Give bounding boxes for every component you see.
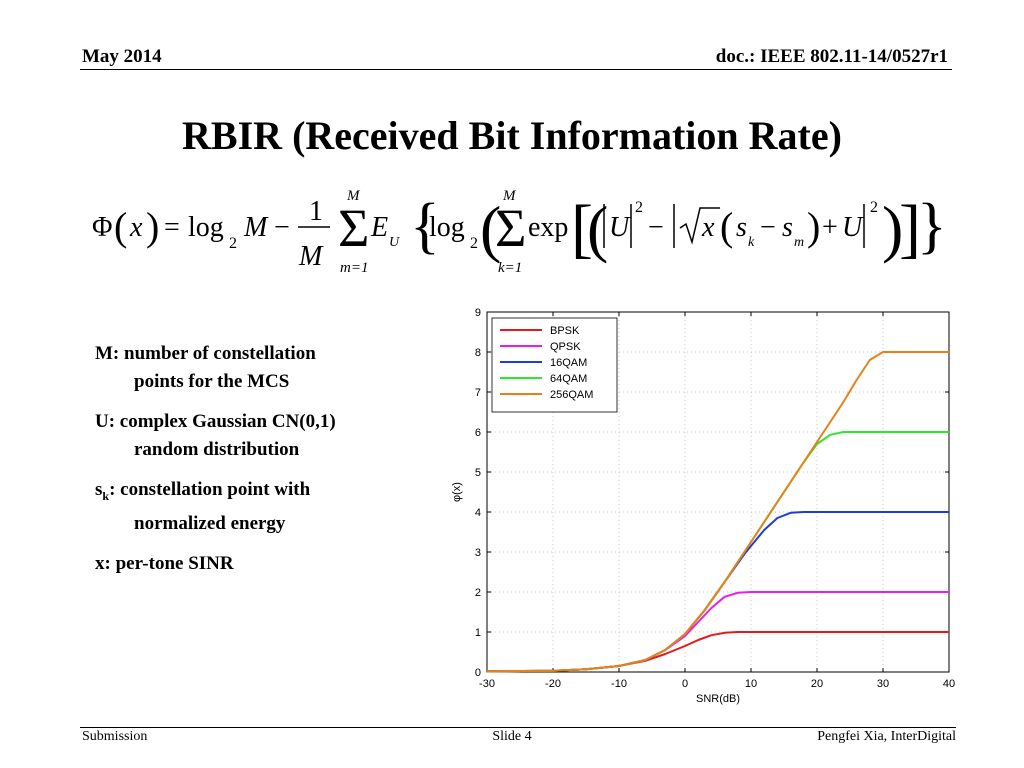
y-axis-label: φ(x) (451, 482, 463, 502)
formula-sq1: 2 (635, 199, 643, 216)
formula-rparen: ) (146, 204, 159, 249)
x-tick-label: 0 (682, 678, 688, 690)
legend-label-64qam: 64QAM (550, 373, 587, 385)
x-tick-label: 20 (811, 678, 823, 690)
definition-sk-cont: normalized energy (134, 512, 286, 534)
definition-sk-post: : constellation point with (109, 479, 311, 500)
x-axis-label: SNR(dB) (696, 693, 740, 705)
formula-eq: = (164, 212, 180, 243)
y-tick-label: 2 (475, 587, 481, 599)
definition-u-cont: random distribution (134, 439, 300, 460)
formula-x2: x (701, 212, 715, 243)
formula-rbracket: ] (899, 192, 921, 265)
footer-slide-number: Slide 4 (492, 729, 532, 744)
formula-lbrace: { (410, 192, 440, 260)
formula-sigma2-upper: M (502, 188, 517, 204)
header-divider (80, 69, 952, 70)
x-tick-label: -10 (611, 678, 627, 690)
x-tick-label: 40 (943, 678, 955, 690)
formula-lbracket: [ (571, 192, 593, 265)
formula-sqrt (679, 207, 720, 245)
x-tick-label: -20 (545, 678, 561, 690)
definition-x-main: x: per-tone SINR (95, 552, 234, 574)
definition-u-main: U: complex Gaussian CN(0,1) (95, 411, 336, 432)
formula-lparen3: ( (587, 193, 608, 264)
y-tick-label: 3 (475, 547, 481, 559)
legend-label-bpsk: BPSK (550, 325, 580, 337)
x-tick-label: 10 (745, 678, 757, 690)
formula-lparen4: ( (720, 204, 733, 249)
definitions-list: M: number of constellation points for th… (95, 340, 435, 590)
legend-label-qpsk: QPSK (550, 341, 581, 353)
footer-divider (80, 727, 956, 728)
formula-s1-sub: k (748, 235, 755, 250)
formula-frac-den: M (298, 241, 324, 272)
formula-M1: M (243, 212, 269, 243)
formula-exp: exp (528, 212, 568, 243)
header-date: May 2014 (82, 46, 162, 67)
slide-title: RBIR (Received Bit Information Rate) (182, 113, 842, 158)
formula-s1: s (736, 212, 747, 243)
formula-sigma2: Σ (495, 198, 526, 258)
definition-x: x: per-tone SINR (95, 550, 435, 578)
formula-s2-sub: m (794, 235, 804, 250)
formula-x: x (129, 212, 143, 243)
formula-sq2: 2 (870, 199, 878, 216)
y-tick-label: 1 (475, 627, 481, 639)
definition-sk: sk: constellation point with normalized … (95, 476, 435, 538)
formula-E: E (370, 212, 388, 243)
definition-m-main: M: number of constellation (95, 343, 316, 364)
definition-m: M: number of constellation points for th… (95, 340, 435, 396)
rbir-chart: -30 -20 -10 0 10 20 30 40 0 1 2 3 4 5 6 7 8 9 SNR(dB) φ(x) B… (451, 307, 955, 705)
rbir-formula: Φ ( x ) = log 2 M − 1 M Σ M m=1 E U { lo… (92, 188, 942, 276)
footer-submission: Submission (82, 729, 148, 744)
formula-E-sub: U (389, 235, 400, 250)
y-tick-label: 7 (475, 387, 481, 399)
formula-minus3: − (760, 212, 776, 243)
formula-log1: log (188, 212, 224, 243)
formula-log2: log (429, 212, 465, 243)
formula-U1: U (609, 212, 631, 243)
series-line-256qam (486, 351, 949, 673)
legend-box (491, 317, 618, 413)
formula-base1: 2 (229, 235, 237, 252)
formula-base2: 2 (470, 235, 478, 252)
y-tick-label: 5 (475, 467, 481, 479)
y-tick-label: 9 (475, 307, 481, 319)
definition-sk-pre: s (95, 479, 103, 500)
formula-s2: s (782, 212, 793, 243)
legend-label-256qam: 256QAM (550, 389, 593, 401)
formula-sigma2-lower: k=1 (498, 260, 522, 276)
formula-phi: Φ (92, 212, 112, 243)
formula-lparen: ( (114, 204, 127, 249)
x-tick-label: 30 (877, 678, 889, 690)
plot-frame (486, 311, 950, 673)
y-tick-label: 6 (475, 427, 481, 439)
formula-minus1: − (274, 212, 290, 243)
y-tick-label: 4 (475, 507, 481, 519)
y-tick-label: 0 (475, 667, 481, 679)
formula-sigma1-lower: m=1 (340, 260, 368, 276)
formula-plus: + (822, 212, 838, 243)
footer-author: Pengfei Xia, InterDigital (817, 729, 956, 744)
formula-minus2: − (648, 212, 664, 243)
x-tick-label: -30 (479, 678, 495, 690)
y-tick-label: 8 (475, 347, 481, 359)
header-doc-id: doc.: IEEE 802.11-14/0527r1 (715, 46, 948, 67)
formula-sigma1-upper: M (346, 188, 361, 204)
definition-u: U: complex Gaussian CN(0,1) random distr… (95, 408, 435, 464)
formula-U2: U (842, 212, 864, 243)
formula-sigma1: Σ (338, 198, 369, 258)
formula-rparen3: ) (882, 193, 903, 264)
definition-sk-sub: k (102, 488, 110, 503)
legend-label-16qam: 16QAM (550, 357, 587, 369)
formula-lparen2: ( (480, 193, 501, 264)
formula-rparen4: ) (807, 204, 820, 249)
formula-rbrace: } (917, 192, 942, 260)
formula-frac-num: 1 (309, 196, 323, 227)
definition-m-cont: points for the MCS (134, 371, 290, 392)
